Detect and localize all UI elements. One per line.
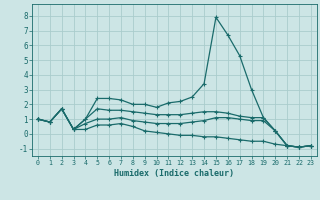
X-axis label: Humidex (Indice chaleur): Humidex (Indice chaleur): [115, 169, 234, 178]
